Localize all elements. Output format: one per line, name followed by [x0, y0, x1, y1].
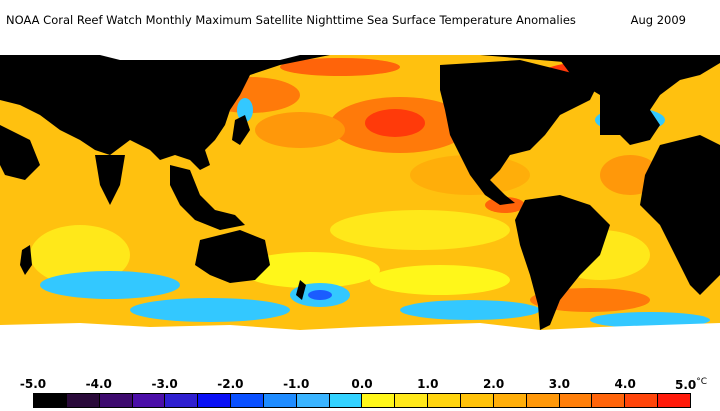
world-map-svg	[0, 55, 720, 373]
colorbar	[33, 393, 691, 408]
africa	[640, 135, 720, 295]
colorbar-swatch	[460, 394, 494, 407]
warm-region	[365, 109, 425, 137]
colorbar-swatch	[132, 394, 166, 407]
colorbar-swatch	[34, 394, 67, 407]
mild-region	[370, 265, 510, 295]
ice-regions	[0, 55, 720, 373]
colorbar-labels: -5.0 -4.0 -3.0 -2.0 -1.0 0.0 1.0 2.0 3.0 4.0 5.0°C	[0, 377, 720, 393]
date-label: Aug 2009	[630, 13, 686, 27]
colorbar-swatch	[395, 394, 429, 407]
japan	[232, 115, 250, 145]
colorbar-swatch	[592, 394, 626, 407]
unit-label: °C	[696, 377, 708, 387]
colorbar-tick-label: 0.0	[351, 377, 373, 391]
colorbar-swatch	[625, 394, 659, 407]
colorbar-tick-label: 2.0	[482, 377, 505, 391]
colorbar-tick-label: 4.0	[614, 377, 636, 391]
cool-region	[237, 98, 253, 122]
land-masses	[0, 55, 720, 330]
colorbar-swatch	[362, 394, 396, 407]
colorbar-tick-label: 3.0	[548, 377, 571, 391]
mild-region	[330, 210, 510, 250]
southeast-asia	[170, 165, 245, 230]
colorbar-swatch	[231, 394, 264, 407]
anomaly-map	[0, 55, 720, 373]
cool-region	[40, 271, 180, 299]
warm-region	[255, 112, 345, 148]
mild-region	[240, 252, 380, 288]
colorbar-swatch	[99, 394, 133, 407]
madagascar	[20, 245, 32, 275]
mild-region	[30, 225, 130, 285]
map-title: NOAA Coral Reef Watch Monthly Maximum Sa…	[6, 13, 714, 27]
title-text: NOAA Coral Reef Watch Monthly Maximum Sa…	[6, 13, 576, 27]
south-america	[515, 195, 610, 330]
colorbar-swatch	[493, 394, 527, 407]
new-zealand	[296, 280, 306, 300]
cool-region	[400, 300, 540, 320]
colorbar-tick-label: -4.0	[85, 377, 112, 391]
north-america	[440, 60, 600, 205]
eurasia	[0, 55, 720, 170]
colorbar-swatch	[526, 394, 560, 407]
cool-region	[308, 290, 332, 300]
cool-region	[130, 298, 290, 322]
colorbar-tick-label: -1.0	[283, 377, 310, 391]
colorbar-tick-label: 5.0°C	[674, 377, 708, 392]
colorbar-swatch	[165, 394, 199, 407]
antarctica-ice	[0, 323, 720, 373]
colorbar-tick-label: -3.0	[151, 377, 178, 391]
colorbar-swatch	[198, 394, 232, 407]
colorbar-swatch	[329, 394, 363, 407]
colorbar-swatch	[263, 394, 297, 407]
arctic-ice	[100, 55, 300, 60]
colorbar-swatch	[66, 394, 100, 407]
colorbar-swatch	[658, 394, 690, 407]
australia	[195, 230, 270, 283]
arabian-peninsula	[0, 125, 40, 180]
colorbar-swatch	[296, 394, 330, 407]
colorbar-swatch	[428, 394, 461, 407]
colorbar-tick-label: -2.0	[217, 377, 244, 391]
colorbar-swatch	[559, 394, 593, 407]
india	[95, 155, 125, 205]
cool-region	[590, 312, 710, 328]
colorbar-tick-label: 1.0	[417, 377, 439, 391]
colorbar-tick-label: -5.0	[19, 377, 47, 391]
warm-region	[280, 58, 400, 76]
